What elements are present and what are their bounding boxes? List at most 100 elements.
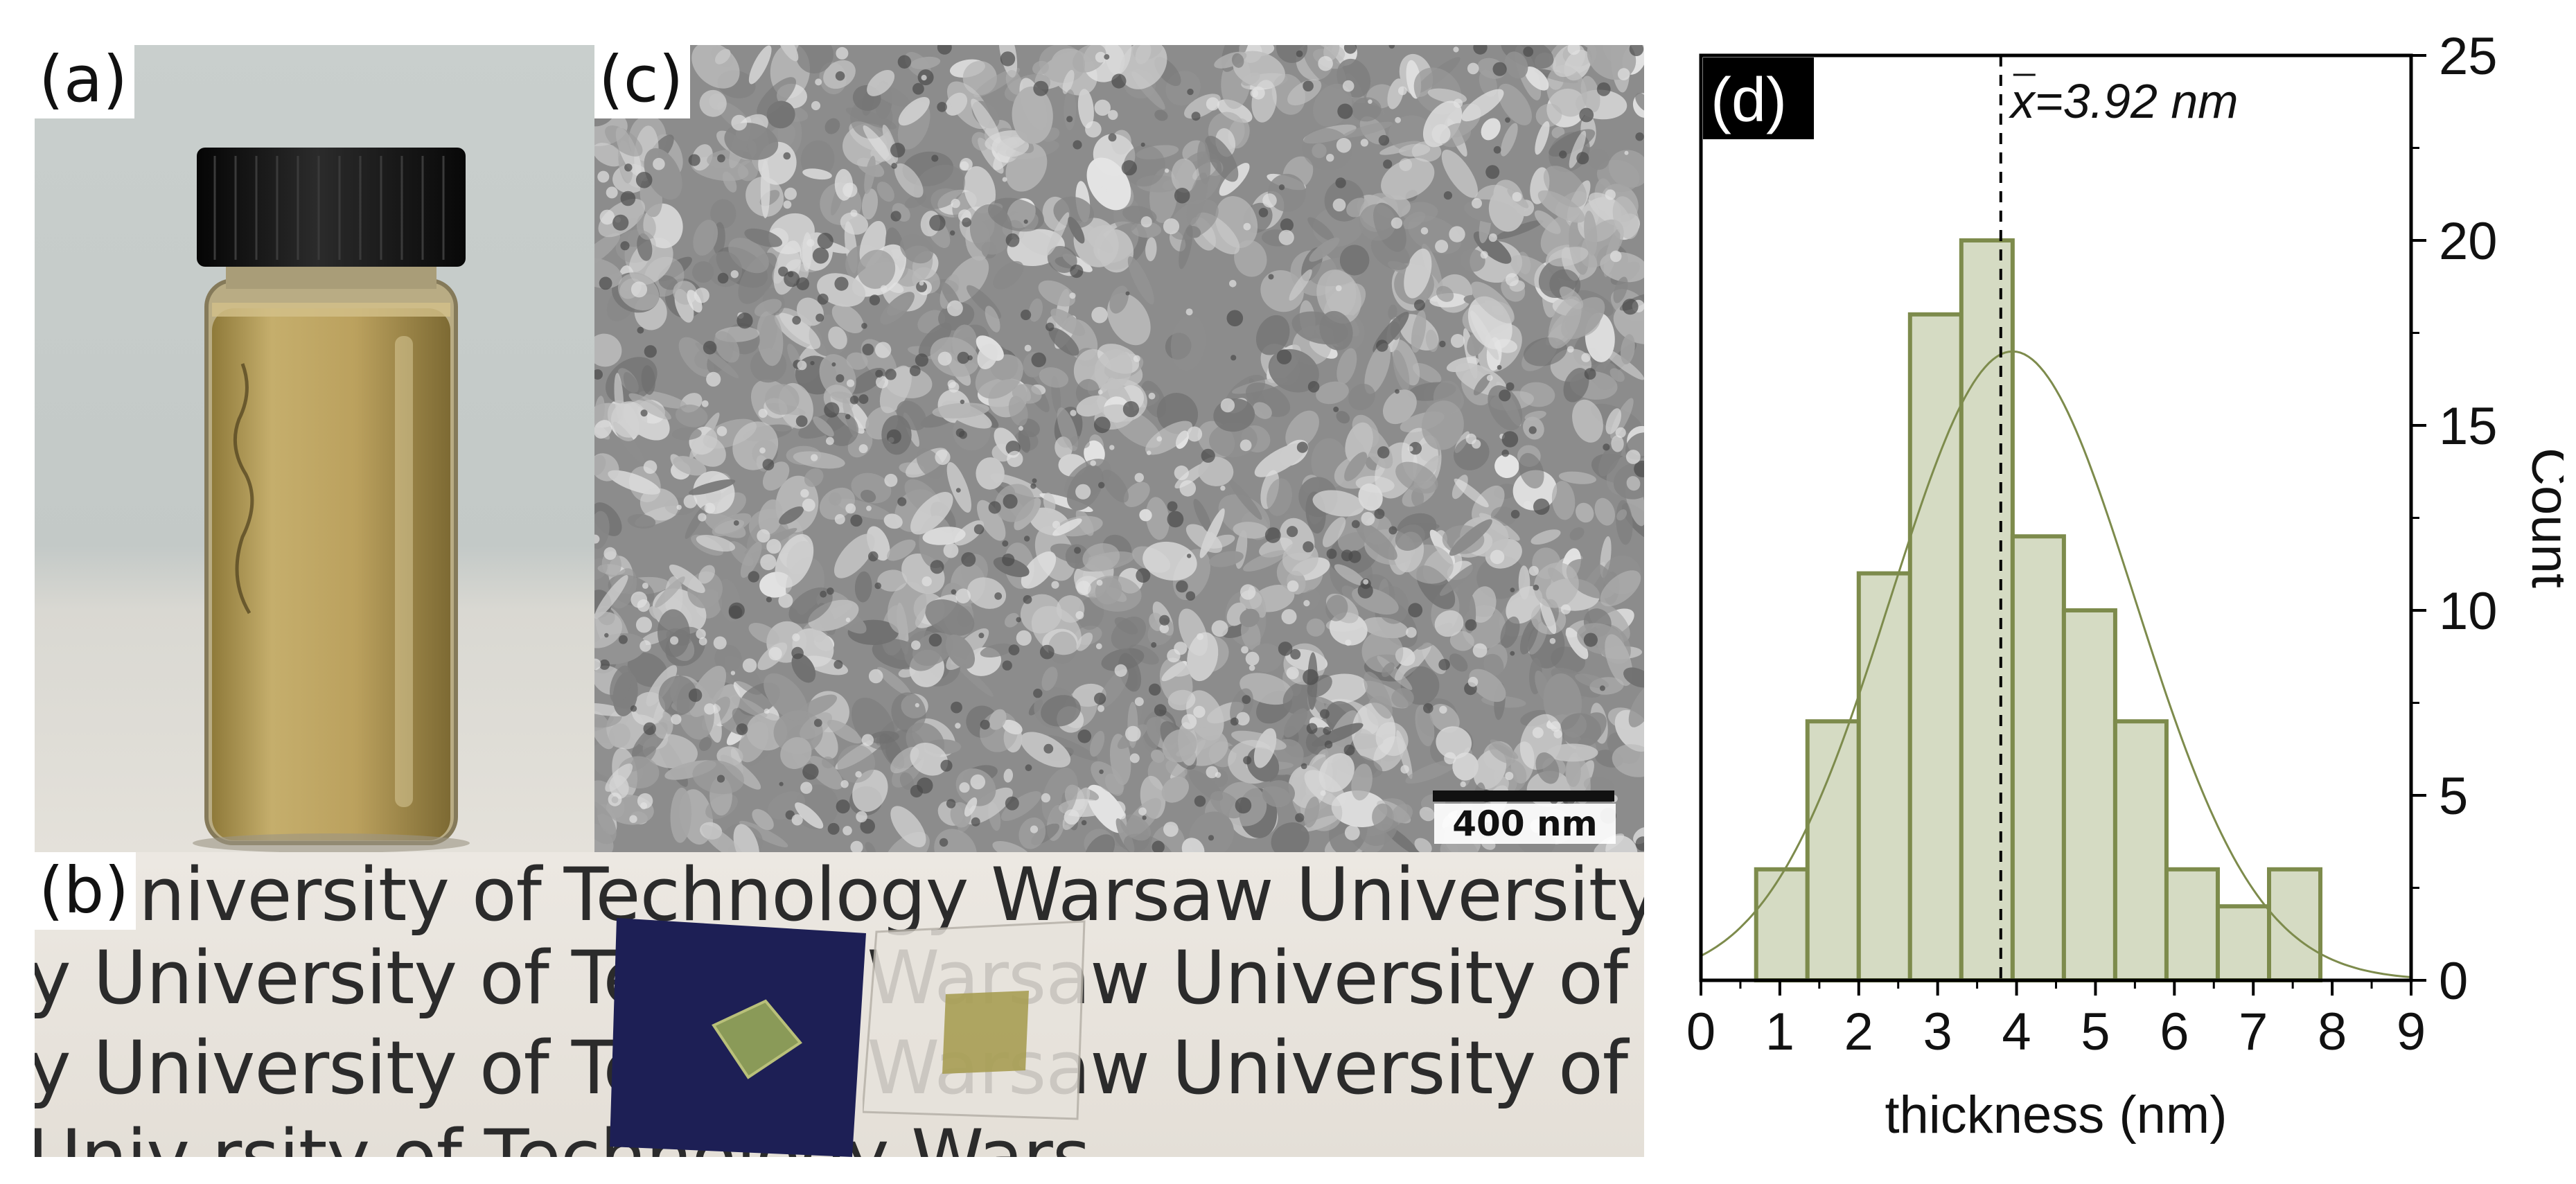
sem-speck: [1276, 349, 1292, 364]
sem-speck: [943, 542, 959, 558]
sem-grain: [775, 533, 814, 588]
sem-speck: [1240, 584, 1256, 600]
sem-grain: [1318, 753, 1355, 793]
sem-speck: [946, 799, 956, 809]
sem-speck: [643, 460, 658, 474]
sem-speck: [1408, 603, 1423, 618]
sem-speck: [1278, 642, 1293, 656]
sem-speck: [817, 293, 829, 305]
sem-grain: [655, 576, 685, 608]
sem-grain: [757, 77, 796, 116]
sem-speck: [1449, 226, 1465, 242]
sem-grain: [1316, 381, 1349, 405]
sem-micrograph: [594, 45, 1644, 852]
sem-grain: [1546, 743, 1598, 762]
sem-grain: [658, 675, 698, 716]
sem-speck: [960, 158, 973, 171]
sem-speck: [891, 163, 897, 169]
sem-speck: [1258, 208, 1269, 218]
sem-grain: [1449, 653, 1468, 672]
sem-grain: [1209, 551, 1244, 567]
sem-speck: [1324, 740, 1333, 749]
sem-speck: [935, 449, 951, 466]
sem-speck: [1148, 392, 1156, 400]
sem-speck: [1501, 449, 1509, 457]
sem-speck: [1341, 549, 1353, 562]
sem-speck: [1296, 441, 1308, 453]
sem-grain: [977, 343, 998, 370]
sem-speck: [1174, 188, 1190, 204]
sem-grain: [890, 806, 926, 847]
sem-speck: [1280, 218, 1294, 232]
sem-grain: [758, 499, 783, 535]
sem-grain: [1612, 744, 1644, 777]
sem-speck: [1467, 62, 1479, 75]
sem-speck: [1395, 116, 1401, 123]
y-tick-label: 0: [2439, 952, 2468, 1011]
sem-grain: [752, 809, 774, 831]
sem-grain: [857, 249, 896, 289]
sem-speck: [1559, 150, 1567, 159]
sem-grain: [1601, 347, 1644, 380]
sem-grain: [594, 575, 628, 619]
sem-speck: [1077, 730, 1092, 743]
sem-speck: [1510, 587, 1515, 592]
sem-speck: [1512, 192, 1522, 202]
sem-speck: [1480, 251, 1488, 259]
sem-grain: [1500, 123, 1518, 157]
x-tick-label: 9: [2397, 1002, 2426, 1061]
sem-speck: [1094, 99, 1111, 116]
sem-grain: [1193, 499, 1212, 533]
sem-speck: [858, 394, 869, 405]
sem-speck: [1486, 375, 1493, 381]
sem-grain: [1414, 838, 1432, 852]
sem-speck: [1335, 285, 1342, 292]
sem-speck: [1492, 62, 1507, 76]
sem-grain: [828, 326, 847, 350]
sem-speck: [824, 402, 840, 418]
sem-grain: [1068, 216, 1085, 244]
sem-speck: [728, 602, 745, 619]
sem-speck: [802, 763, 819, 780]
sem-grain: [1530, 529, 1561, 545]
sem-grain: [1171, 158, 1197, 193]
sem-grain: [1415, 705, 1435, 747]
sem-speck: [1560, 604, 1571, 615]
sem-speck: [1579, 107, 1594, 123]
sem-speck: [1235, 797, 1252, 814]
x-tick-label: 1: [1765, 1002, 1794, 1061]
sem-speck: [1069, 292, 1076, 299]
sem-grain: [1436, 285, 1454, 302]
sem-speck: [1179, 480, 1197, 497]
sem-speck: [1323, 726, 1332, 735]
sem-speck: [639, 640, 651, 652]
sem-speck: [696, 628, 706, 639]
sem-grain: [687, 290, 703, 313]
sem-grain: [1154, 109, 1168, 121]
sem-speck: [1300, 763, 1307, 770]
sem-speck: [1326, 549, 1337, 559]
x-tick-label: 3: [1923, 1002, 1952, 1061]
sem-speck: [827, 822, 840, 835]
sem-grain: [1052, 518, 1082, 536]
sem-grain: [1388, 115, 1432, 151]
sem-speck: [1163, 218, 1180, 235]
sem-grain: [1262, 780, 1295, 808]
sem-grain: [594, 420, 612, 439]
sem-speck: [1319, 709, 1330, 719]
sem-speck: [1140, 142, 1145, 147]
sem-speck: [1208, 835, 1215, 841]
sem-grain: [1179, 224, 1193, 270]
x-tick-label: 5: [2081, 1002, 2110, 1061]
sem-grain: [1228, 479, 1262, 520]
sem-grain: [922, 527, 966, 545]
sem-speck: [1345, 639, 1352, 646]
sem-speck: [1197, 633, 1204, 640]
sem-speck: [1000, 51, 1016, 67]
sem-speck: [868, 551, 879, 562]
sem-speck: [948, 382, 960, 393]
sem-speck: [1095, 643, 1102, 650]
sem-grain: [1391, 688, 1414, 708]
sem-grain: [1393, 350, 1410, 391]
sem-speck: [703, 341, 717, 355]
